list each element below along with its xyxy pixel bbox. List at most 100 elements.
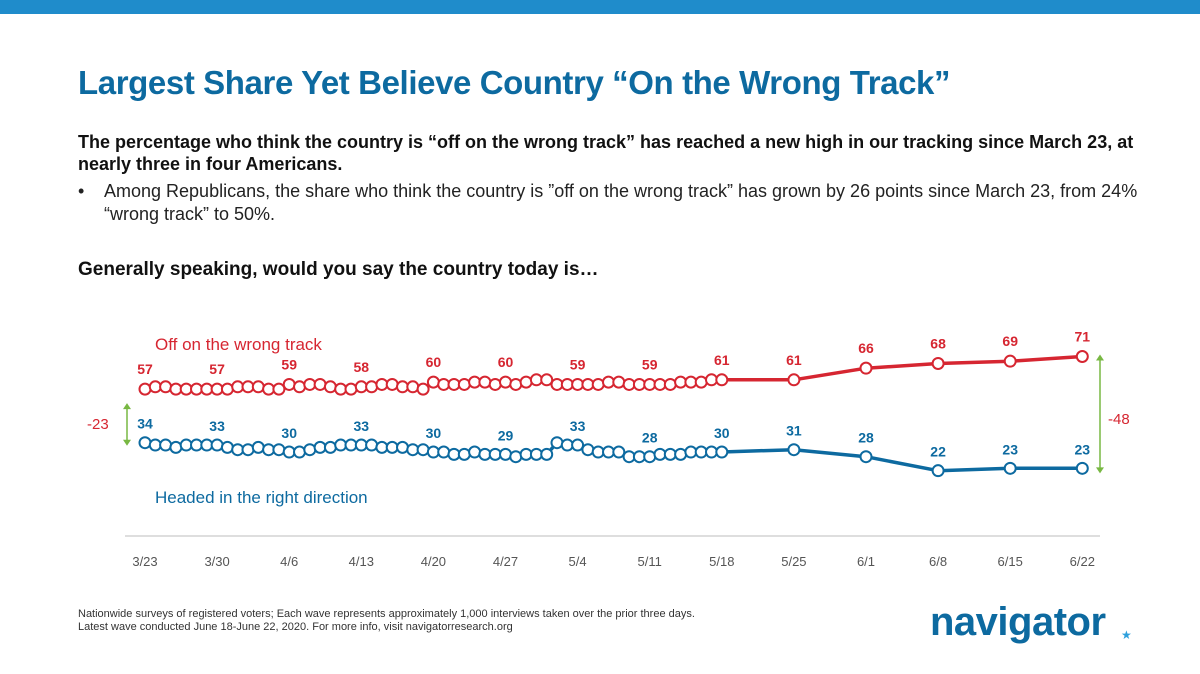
wrong-track-point [406, 380, 420, 394]
right-direction-point [1003, 461, 1017, 475]
right-direction-data-label: 30 [714, 425, 730, 441]
right-direction-data-label: 33 [570, 418, 586, 434]
x-tick-label: 5/18 [709, 554, 734, 569]
x-tick-label: 4/13 [349, 554, 374, 569]
navigator-logo: navigator [930, 600, 1106, 644]
right-direction-point [581, 443, 595, 457]
wrong-track-point [159, 380, 173, 394]
right-direction-data-label: 29 [498, 427, 514, 443]
right-direction-data-label: 22 [930, 444, 946, 460]
right-direction-point [169, 440, 183, 454]
right-direction-point [931, 464, 945, 478]
wrong-track-point [715, 373, 729, 387]
wrong-track-point [540, 373, 554, 387]
right-direction-point [457, 447, 471, 461]
bullet-symbol: • [78, 181, 85, 201]
right-direction-data-label: 34 [137, 416, 153, 432]
right-direction-data-label: 30 [426, 425, 442, 441]
right-direction-point [540, 447, 554, 461]
right-direction-point [643, 450, 657, 464]
wrong-track-point [385, 377, 399, 391]
x-axis: 3/23 3/30 4/6 4/13 4/20 4/27 5/4 5/11 5/18 5/25 6/… [125, 535, 1100, 569]
right-direction-data-label: 30 [281, 425, 297, 441]
wrong-track-point [859, 361, 873, 375]
data-labels: 57 57 59 58 60 60 59 59 61 61 66 68 69 71 34 33 30 33 30 29… [137, 329, 1090, 460]
wrong-track-point [787, 373, 801, 387]
top-accent-bar [0, 0, 1200, 14]
wrong-track-data-label: 61 [714, 352, 730, 368]
right-direction-data-label: 31 [786, 423, 802, 439]
gap-label-start: -23 [87, 416, 109, 433]
wrong-track-data-label: 71 [1075, 329, 1091, 345]
wrong-track-point [293, 380, 306, 394]
wrong-track-point [488, 377, 502, 391]
wrong-track-data-label: 59 [570, 356, 586, 372]
right-direction-point [674, 447, 688, 461]
x-tick-label: 5/4 [569, 554, 587, 569]
wrong-track-point [519, 375, 533, 389]
right-direction-point [787, 443, 801, 457]
wrong-track-point [138, 382, 152, 396]
lead-paragraph: The percentage who think the country is … [78, 132, 1134, 174]
wrong-track-point [478, 375, 492, 389]
right-direction-point [509, 450, 523, 464]
right-direction-point [1075, 461, 1089, 475]
gap-arrow-start [123, 403, 131, 446]
wrong-track-data-label: 58 [354, 359, 370, 375]
right-direction-point [468, 445, 482, 459]
right-direction-point [303, 443, 317, 457]
x-tick-label: 6/8 [929, 554, 947, 569]
wrong-track-point [694, 375, 708, 389]
wrong-track-data-label: 68 [930, 335, 946, 351]
x-tick-label: 5/11 [638, 554, 662, 569]
series-points [138, 350, 1089, 478]
right-direction-point [499, 447, 512, 461]
gap-arrow-end [1096, 354, 1104, 474]
wrong-track-point [313, 377, 327, 391]
series-label-right-direction: Headed in the right direction [155, 488, 368, 507]
right-direction-point [220, 440, 234, 454]
right-direction-point [251, 440, 265, 454]
right-direction-point [396, 440, 409, 454]
wrong-track-point [272, 382, 286, 396]
right-direction-point [138, 436, 152, 450]
wrong-track-point [344, 382, 358, 396]
survey-question: Generally speaking, would you say the co… [78, 259, 599, 280]
wrong-track-data-label: 69 [1002, 333, 1018, 349]
wrong-track-point [612, 375, 626, 389]
right-direction-data-label: 23 [1002, 441, 1018, 457]
x-tick-label: 3/23 [132, 554, 157, 569]
wrong-track-point [663, 377, 677, 391]
right-direction-point [550, 436, 564, 450]
gap-annotations: -23 -48 [87, 354, 1130, 474]
bullet-text: Among Republicans, the share who think t… [104, 181, 1138, 224]
footnote: Nationwide surveys of registered voters;… [78, 608, 695, 634]
x-tick-label: 6/22 [1070, 554, 1095, 569]
right-direction-point [159, 438, 173, 452]
tracking-line-chart: 3/23 3/30 4/6 4/13 4/20 4/27 5/4 5/11 5/18 5/25 6/… [87, 329, 1130, 570]
right-direction-point [293, 445, 306, 459]
right-direction-point [241, 443, 255, 457]
wrong-track-data-label: 66 [858, 340, 874, 356]
wrong-track-point [220, 382, 234, 396]
right-direction-data-label: 28 [642, 430, 658, 446]
wrong-track-point [365, 380, 379, 394]
wrong-track-data-label: 57 [137, 361, 153, 377]
right-direction-data-label: 33 [209, 418, 225, 434]
wrong-track-point [499, 375, 512, 389]
footnote-line-2: Latest wave conducted June 18-June 22, 2… [78, 621, 513, 633]
right-direction-point [571, 438, 585, 452]
wrong-track-point [457, 377, 471, 391]
x-tick-label: 4/27 [493, 554, 518, 569]
wrong-track-point [251, 380, 265, 394]
right-direction-data-label: 33 [354, 418, 370, 434]
right-direction-data-label: 28 [858, 430, 874, 446]
wrong-track-data-label: 60 [426, 354, 442, 370]
wrong-track-data-label: 57 [209, 361, 225, 377]
right-direction-point [859, 450, 873, 464]
gap-label-end: -48 [1108, 411, 1130, 428]
wrong-track-data-label: 60 [498, 354, 514, 370]
wrong-track-point [1003, 354, 1017, 368]
right-direction-point [437, 445, 451, 459]
wrong-track-point [591, 377, 605, 391]
